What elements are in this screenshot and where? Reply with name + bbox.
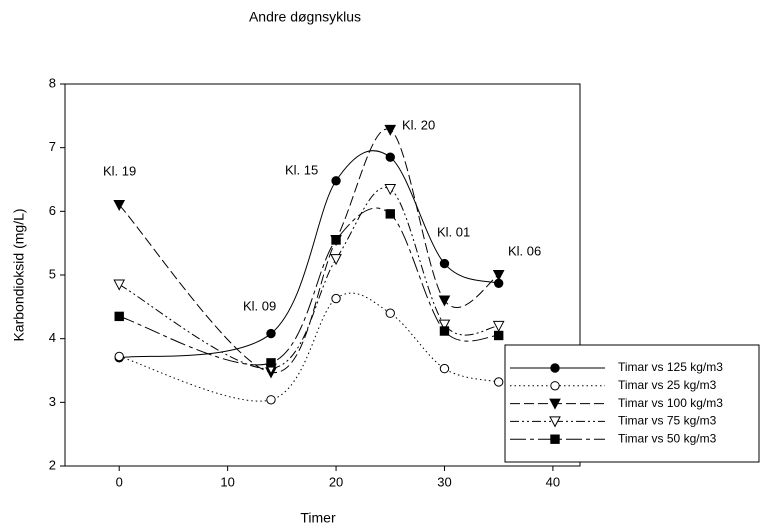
y-tick-label: 2 [49, 457, 56, 472]
annotation: Kl. 06 [508, 243, 541, 258]
marker [385, 209, 395, 219]
x-tick-label: 20 [329, 474, 343, 489]
y-tick-label: 3 [49, 394, 56, 409]
y-tick-label: 8 [49, 75, 56, 90]
x-tick-label: 0 [116, 474, 123, 489]
annotation: Kl. 09 [243, 298, 276, 313]
marker [266, 358, 276, 368]
marker [331, 293, 341, 304]
marker [266, 395, 276, 405]
legend-label: Timar vs 50 kg/m3 [618, 431, 717, 445]
marker [114, 351, 124, 362]
marker [439, 258, 450, 269]
y-axis-label: Karbondioksid (mg/L) [11, 208, 27, 341]
marker [331, 176, 341, 186]
legend-label: Timar vs 100 kg/m3 [618, 396, 723, 410]
x-tick-label: 30 [437, 474, 451, 489]
y-tick-label: 7 [49, 139, 56, 154]
marker [385, 308, 395, 318]
marker [439, 363, 450, 374]
marker [385, 152, 395, 162]
marker [493, 377, 504, 387]
x-tick-label: 10 [220, 474, 234, 489]
marker [114, 311, 124, 322]
marker [384, 184, 397, 196]
marker [549, 416, 561, 428]
y-tick-label: 5 [49, 266, 56, 281]
annotation: Kl. 15 [285, 162, 318, 177]
marker [331, 235, 341, 245]
legend-label: Timar vs 75 kg/m3 [618, 414, 717, 428]
annotation: Kl. 01 [437, 224, 470, 239]
marker [550, 381, 560, 391]
marker [492, 320, 505, 333]
series-line [119, 207, 499, 366]
legend-label: Timar vs 25 kg/m3 [618, 378, 717, 392]
legend-label: Timar vs 125 kg/m3 [618, 360, 723, 374]
x-tick-label: 40 [546, 474, 560, 489]
marker [266, 328, 276, 339]
plot-frame [64, 83, 581, 467]
chart-title: Andre døgnsyklus [249, 9, 361, 25]
marker [493, 330, 504, 341]
x-axis-label: Timer [300, 510, 336, 526]
annotation: Kl. 19 [103, 163, 136, 178]
marker [384, 124, 397, 136]
marker [438, 295, 451, 307]
marker [439, 326, 450, 336]
marker [113, 199, 126, 212]
marker [113, 279, 126, 291]
annotation: Kl. 20 [402, 117, 435, 132]
marker [492, 270, 505, 282]
series-line [118, 187, 499, 370]
marker [550, 434, 560, 444]
marker [330, 254, 342, 266]
marker [550, 363, 560, 373]
marker [549, 398, 561, 410]
marker [438, 319, 451, 331]
y-tick-label: 4 [49, 330, 56, 345]
y-tick-label: 6 [49, 203, 56, 218]
